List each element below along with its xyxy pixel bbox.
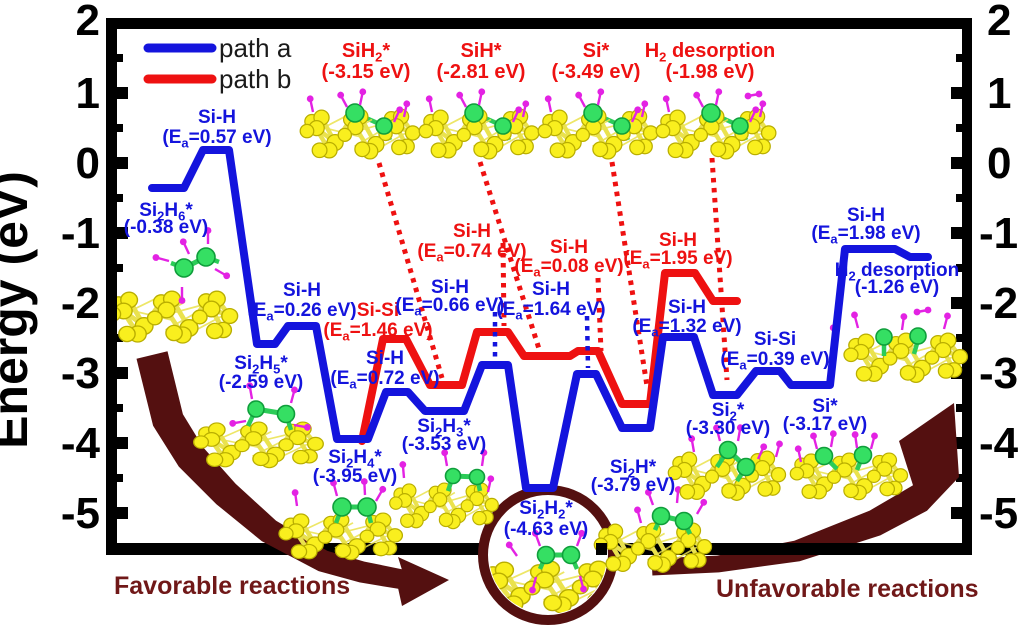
svg-text:Si*: Si* — [812, 396, 838, 417]
svg-text:(-0.38 eV): (-0.38 eV) — [124, 217, 208, 238]
svg-text:-5: -5 — [61, 489, 100, 538]
svg-text:-1: -1 — [61, 209, 100, 258]
svg-text:Si-Si: Si-Si — [754, 329, 796, 350]
svg-text:(-3.15 eV): (-3.15 eV) — [322, 61, 411, 83]
svg-text:Si-H: Si-H — [453, 221, 491, 242]
svg-text:Unfavorable reactions: Unfavorable reactions — [716, 575, 979, 603]
svg-text:-3: -3 — [61, 349, 100, 398]
svg-text:Si-H: Si-H — [366, 348, 404, 369]
svg-text:-1: -1 — [979, 209, 1018, 258]
svg-text:(-3.95 eV): (-3.95 eV) — [313, 466, 397, 487]
svg-text:(Ea=1.64 eV): (Ea=1.64 eV) — [496, 299, 605, 323]
svg-text:2: 2 — [76, 0, 100, 45]
svg-text:Si2*: Si2* — [712, 400, 745, 424]
svg-text:(Ea=0.39 eV): (Ea=0.39 eV) — [720, 349, 829, 373]
svg-text:Si2H2*: Si2H2* — [519, 498, 573, 522]
svg-text:Si-H: Si-H — [659, 230, 697, 251]
svg-text:Si-H: Si-H — [431, 277, 469, 298]
svg-text:(-2.59 eV): (-2.59 eV) — [219, 372, 303, 393]
svg-text:(-1.26 eV): (-1.26 eV) — [855, 277, 939, 298]
svg-text:1: 1 — [76, 69, 100, 118]
svg-text:1: 1 — [987, 69, 1011, 118]
svg-text:Si2H3*: Si2H3* — [417, 416, 471, 440]
svg-text:Si-H: Si-H — [198, 107, 236, 128]
svg-text:-2: -2 — [979, 279, 1018, 328]
svg-text:(-3.30 eV): (-3.30 eV) — [686, 418, 770, 439]
svg-text:0: 0 — [987, 139, 1011, 188]
svg-text:Si-H: Si-H — [550, 237, 588, 258]
svg-text:(Ea=0.57 eV): (Ea=0.57 eV) — [162, 127, 271, 151]
svg-text:Si-H: Si-H — [847, 205, 885, 226]
svg-text:(-3.17 eV): (-3.17 eV) — [783, 414, 867, 435]
svg-text:Si2H5*: Si2H5* — [234, 353, 288, 377]
svg-text:Si2H4*: Si2H4* — [328, 447, 382, 471]
svg-text:(Ea=1.32 eV): (Ea=1.32 eV) — [632, 316, 741, 340]
svg-text:path b: path b — [219, 64, 291, 94]
svg-text:-4: -4 — [979, 419, 1019, 468]
svg-text:(-3.53 eV): (-3.53 eV) — [402, 434, 486, 455]
svg-text:(-3.49 eV): (-3.49 eV) — [552, 61, 641, 83]
svg-text:(Ea=1.46 eV): (Ea=1.46 eV) — [323, 320, 432, 344]
svg-text:Si*: Si* — [583, 40, 610, 62]
svg-text:Si-Si: Si-Si — [357, 300, 399, 321]
svg-text:(-2.81 eV): (-2.81 eV) — [437, 61, 526, 83]
svg-text:-5: -5 — [979, 489, 1018, 538]
svg-text:Si-H: Si-H — [532, 279, 570, 300]
svg-text:2: 2 — [987, 0, 1011, 45]
svg-text:-2: -2 — [61, 279, 100, 328]
svg-text:0: 0 — [76, 139, 100, 188]
svg-text:Si-H: Si-H — [283, 280, 321, 301]
svg-text:(Ea=0.66 eV): (Ea=0.66 eV) — [395, 295, 504, 319]
svg-text:Si2H6*: Si2H6* — [139, 200, 193, 224]
svg-text:(Ea=0.08 eV): (Ea=0.08 eV) — [514, 256, 623, 280]
svg-text:(Ea=1.98 eV): (Ea=1.98 eV) — [811, 223, 920, 247]
svg-text:-4: -4 — [61, 419, 101, 468]
svg-text:Energy (eV): Energy (eV) — [0, 171, 38, 449]
svg-text:(Ea=1.95 eV): (Ea=1.95 eV) — [623, 248, 732, 272]
svg-text:Favorable reactions: Favorable reactions — [114, 572, 350, 600]
svg-text:Si-H: Si-H — [668, 297, 706, 318]
svg-text:H2 desorption: H2 desorption — [645, 40, 776, 65]
svg-text:(-3.79 eV): (-3.79 eV) — [591, 475, 675, 496]
svg-text:SiH*: SiH* — [460, 40, 501, 62]
svg-text:H2 desorption: H2 desorption — [835, 260, 959, 284]
svg-text:(Ea=0.72 eV): (Ea=0.72 eV) — [330, 368, 439, 392]
svg-text:SiH2*: SiH2* — [342, 40, 391, 65]
svg-text:-3: -3 — [979, 349, 1018, 398]
svg-text:(Ea=0.26 eV): (Ea=0.26 eV) — [247, 300, 356, 324]
svg-text:(Ea=0.74 eV): (Ea=0.74 eV) — [417, 241, 526, 265]
svg-text:(-4.63 eV): (-4.63 eV) — [504, 519, 588, 540]
svg-text:Si2H*: Si2H* — [610, 457, 657, 481]
svg-text:path a: path a — [219, 33, 292, 63]
svg-text:(-1.98 eV): (-1.98 eV) — [666, 61, 755, 83]
